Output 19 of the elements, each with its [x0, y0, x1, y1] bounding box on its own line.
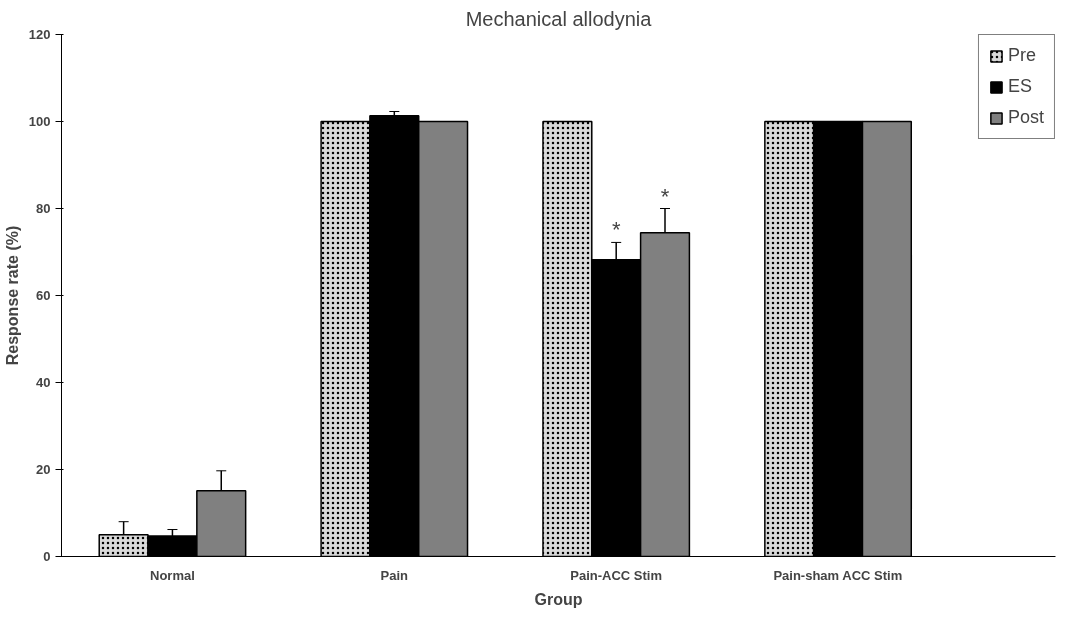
annotation: *	[611, 216, 621, 242]
x-axis-title: Group	[534, 590, 583, 608]
x-tick-label: Normal	[150, 567, 195, 583]
legend-label: Pre	[1007, 45, 1036, 66]
y-tick-label: 100	[28, 114, 51, 129]
chart-title: Mechanical allodynia	[465, 7, 653, 30]
y-tick-label: 60	[36, 288, 51, 303]
legend-label: Post	[1007, 107, 1044, 128]
y-tick-label: 20	[36, 462, 51, 477]
y-tick-label: 120	[28, 27, 51, 42]
annotation: *	[660, 183, 670, 209]
y-tick-label: 40	[36, 375, 51, 390]
y-tick-label: 0	[43, 549, 51, 564]
legend-label: ES	[1007, 76, 1032, 97]
x-tick-label: Pain-ACC Stim	[570, 567, 663, 583]
x-tick-label: Pain-sham ACC Stim	[773, 567, 903, 583]
y-axis-title: Response rate (%)	[3, 225, 21, 366]
x-tick-label: Pain	[380, 567, 409, 583]
y-tick-label: 80	[36, 201, 51, 216]
